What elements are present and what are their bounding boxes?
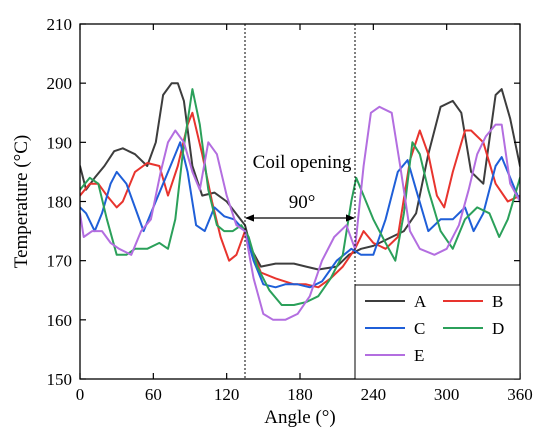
y-axis-title: Temperature (°C) bbox=[11, 135, 32, 268]
legend-label-a: A bbox=[414, 292, 427, 311]
annotation-coil-opening: Coil opening bbox=[253, 152, 352, 173]
y-tick-label: 200 bbox=[47, 74, 73, 93]
vline-layer bbox=[244, 24, 356, 379]
x-tick-label: 180 bbox=[287, 385, 313, 404]
y-tick-label: 150 bbox=[47, 370, 73, 389]
tick-layer: 0 60 120 180 240 300 360 150 160 170 180 190 200 210 bbox=[47, 15, 533, 404]
series-line-b bbox=[80, 111, 520, 289]
x-tick-label: 360 bbox=[507, 385, 533, 404]
x-axis-title: Angle (°) bbox=[264, 407, 335, 428]
legend: A B C D E bbox=[354, 284, 521, 380]
legend-label-b: B bbox=[492, 292, 503, 311]
series-line-a bbox=[80, 82, 520, 271]
x-tick-label: 300 bbox=[434, 385, 460, 404]
y-tick-label: 160 bbox=[47, 311, 73, 330]
x-tick-label: 240 bbox=[361, 385, 387, 404]
y-tick-label: 190 bbox=[47, 133, 73, 152]
x-tick-label: 0 bbox=[76, 385, 85, 404]
x-tick-label: 120 bbox=[214, 385, 240, 404]
y-tick-label: 180 bbox=[47, 193, 73, 212]
series-line-c bbox=[80, 141, 520, 289]
legend-label-e: E bbox=[414, 346, 424, 365]
series-line-d bbox=[80, 88, 520, 306]
series-layer bbox=[80, 82, 520, 321]
annotation-90-degree: 90° bbox=[289, 192, 316, 213]
y-tick-label: 170 bbox=[47, 252, 73, 271]
y-tick-label: 210 bbox=[47, 15, 73, 34]
legend-label-d: D bbox=[492, 319, 504, 338]
legend-label-c: C bbox=[414, 319, 425, 338]
series-line-e bbox=[80, 105, 520, 321]
x-tick-label: 60 bbox=[145, 385, 162, 404]
